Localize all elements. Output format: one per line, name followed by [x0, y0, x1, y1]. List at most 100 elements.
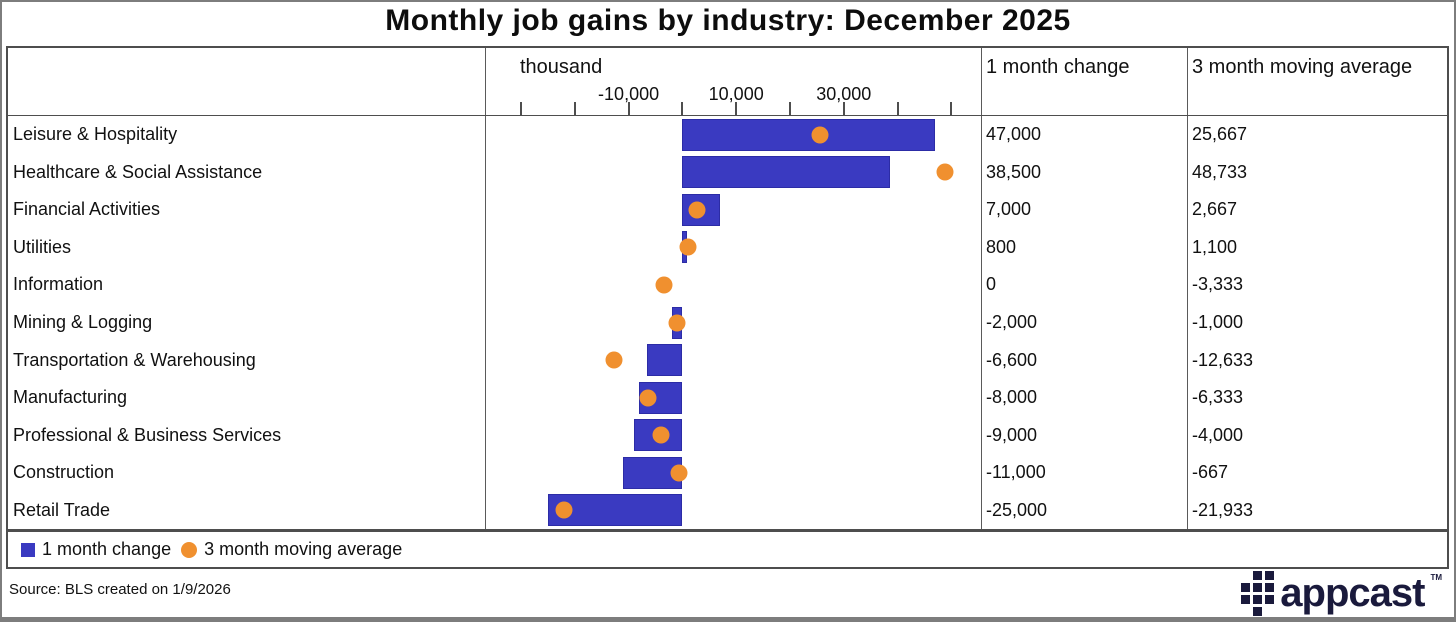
value-3-month-moving-average: 25,667	[1187, 116, 1445, 154]
table-row: Utilities 800 1,100	[8, 228, 1447, 267]
table-row: Mining & Logging -2,000 -1,000	[8, 303, 1447, 342]
value-1-month-change: 0	[986, 274, 997, 295]
axis-tick	[842, 102, 845, 115]
axis-tick	[681, 102, 684, 115]
chart-cell	[485, 153, 982, 192]
axis-tick-label: 30,000	[816, 84, 872, 104]
legend-item-3-month-avg: 3 month moving average	[181, 539, 402, 560]
bar-1-month-change	[682, 118, 936, 151]
industry-label: Financial Activities	[13, 199, 161, 220]
chart-cell	[485, 191, 982, 229]
chart-cell	[485, 266, 982, 304]
legend-bar-swatch	[21, 542, 35, 557]
table-row: Healthcare & Social Assistance 38,500 48,7…	[8, 153, 1447, 192]
value-3-month-moving-average: 48,733	[1187, 153, 1445, 192]
chart-cell	[485, 491, 982, 530]
logo-mark-dot	[1241, 594, 1251, 604]
value-3-month-moving-average: 2,667	[1187, 191, 1445, 229]
dot-3-month-moving-average	[679, 238, 697, 256]
logo-mark-dot	[1265, 594, 1275, 604]
industry-label: Mining & Logging	[13, 312, 153, 332]
table-header-row: thousand -10,000 10,000 30,000 1 month cha…	[8, 48, 1447, 116]
chart-title: Monthly job gains by industry: December …	[385, 4, 1071, 37]
axis-tick-label: 10,000	[708, 84, 764, 104]
trademark-symbol: TM	[1430, 573, 1442, 582]
value-3-month-moving-average: -12,633	[1187, 341, 1445, 379]
industry-label: Manufacturing	[13, 387, 128, 408]
axis-tick	[896, 102, 899, 115]
dot-3-month-moving-average	[668, 314, 686, 331]
dot-3-month-moving-average	[639, 389, 657, 407]
value-1-month-change: -25,000	[986, 499, 1048, 520]
dot-3-month-moving-average	[670, 464, 688, 482]
chart-cell	[485, 228, 982, 267]
industry-label: Retail Trade	[13, 499, 111, 520]
value-3-month-moving-average: -6,333	[1187, 378, 1445, 417]
data-table: thousand -10,000 10,000 30,000 1 month cha…	[6, 46, 1449, 531]
bar-1-month-change	[682, 156, 890, 189]
dot-3-month-moving-average	[605, 351, 623, 369]
axis-tick	[573, 102, 576, 115]
logo-mark-gap	[1241, 571, 1250, 580]
appcast-logo-mark	[1241, 570, 1275, 616]
value-3-month-moving-average: -667	[1187, 453, 1445, 492]
value-1-month-change: 800	[986, 236, 1017, 257]
chart-cell	[485, 453, 982, 492]
value-1-month-change: -11,000	[986, 462, 1046, 483]
chart-cell	[485, 116, 982, 154]
dot-3-month-moving-average	[688, 201, 706, 219]
logo-mark-dot	[1253, 606, 1263, 616]
table-row: Manufacturing -8,000 -6,333	[8, 378, 1447, 417]
logo-mark-dot	[1253, 594, 1263, 604]
column-header-3-month-avg: 3 month moving average	[1187, 48, 1445, 115]
logo-mark-gap	[1241, 607, 1250, 616]
chart-cell	[485, 416, 982, 454]
legend-item-1-month-change: 1 month change	[21, 539, 171, 560]
axis-header-cell: thousand -10,000 10,000 30,000	[485, 48, 982, 115]
table-row: Retail Trade -25,000 -21,933	[8, 491, 1447, 530]
table-row: Professional & Business Services -9,000 -4…	[8, 416, 1447, 454]
value-1-month-change: 38,500	[986, 161, 1042, 182]
dot-3-month-moving-average	[936, 163, 954, 181]
appcast-wordmark: appcast	[1280, 571, 1425, 615]
table-row: Financial Activities 7,000 2,667	[8, 191, 1447, 229]
table-row: Transportation & Warehousing -6,600 -12,63…	[8, 341, 1447, 379]
source-note: Source: BLS created on 1/9/2026	[9, 581, 231, 598]
value-1-month-change: -6,600	[986, 349, 1038, 370]
value-1-month-change: 47,000	[986, 124, 1042, 145]
industry-label: Information	[13, 274, 104, 295]
industry-label: Transportation & Warehousing	[13, 349, 256, 370]
industry-label: Healthcare & Social Assistance	[13, 161, 263, 182]
value-1-month-change: -8,000	[986, 387, 1038, 408]
logo-mark-dot	[1253, 582, 1263, 592]
industry-label: Utilities	[13, 236, 72, 257]
logo-mark-dot	[1265, 570, 1275, 580]
axis-tick-label: -10,000	[598, 84, 660, 104]
industry-label: Leisure & Hospitality	[13, 124, 178, 145]
chart-cell	[485, 341, 982, 379]
bar-1-month-change	[646, 344, 683, 377]
industry-label: Professional & Business Services	[13, 424, 282, 445]
table-body: Leisure & Hospitality 47,000 25,667 Healthc…	[8, 116, 1447, 530]
industry-label: Construction	[13, 462, 115, 483]
table-row: Leisure & Hospitality 47,000 25,667	[8, 116, 1447, 154]
value-1-month-change: -2,000	[986, 312, 1038, 332]
value-3-month-moving-average: -1,000	[1187, 303, 1445, 342]
bar-1-month-change	[547, 494, 683, 527]
logo-mark-dot	[1241, 582, 1251, 592]
chart-cell	[485, 303, 982, 342]
value-3-month-moving-average: -21,933	[1187, 491, 1445, 530]
axis-tick	[788, 102, 791, 115]
value-1-month-change: 7,000	[986, 199, 1032, 220]
legend-dot-label: 3 month moving average	[204, 539, 403, 559]
value-3-month-moving-average: 1,100	[1187, 228, 1445, 267]
axis-tick	[519, 102, 522, 115]
value-3-month-moving-average: -3,333	[1187, 266, 1445, 304]
dot-3-month-moving-average	[652, 426, 670, 444]
dot-3-month-moving-average	[555, 501, 573, 519]
column-header-1-month-change: 1 month change	[986, 56, 1130, 78]
logo-mark-gap	[1265, 607, 1274, 616]
legend: 1 month change 3 month moving average	[6, 530, 1449, 569]
axis-unit-label: thousand	[520, 56, 603, 78]
